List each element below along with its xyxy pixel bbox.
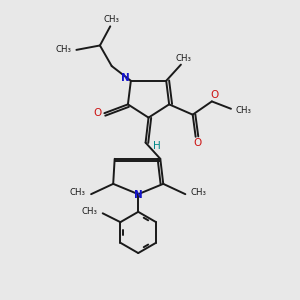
Text: H: H: [153, 141, 160, 151]
Text: N: N: [121, 74, 130, 83]
Text: CH₃: CH₃: [70, 188, 86, 197]
Text: O: O: [94, 108, 102, 118]
Text: O: O: [194, 138, 202, 148]
Text: O: O: [211, 90, 219, 100]
Text: CH₃: CH₃: [176, 54, 192, 63]
Text: CH₃: CH₃: [235, 106, 251, 115]
Text: CH₃: CH₃: [55, 45, 71, 54]
Text: N: N: [134, 190, 142, 200]
Text: CH₃: CH₃: [82, 207, 98, 216]
Text: CH₃: CH₃: [190, 188, 207, 197]
Text: CH₃: CH₃: [104, 15, 120, 24]
